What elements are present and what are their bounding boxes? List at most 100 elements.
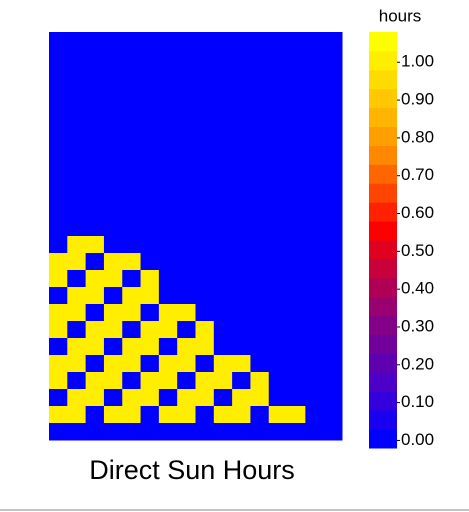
heat-cell <box>67 49 87 67</box>
heat-cell <box>140 83 160 101</box>
colorbar-tick-label: 0.60 <box>401 203 434 222</box>
heat-cell <box>250 83 270 101</box>
heat-cell <box>67 134 87 152</box>
heat-cell <box>122 219 142 237</box>
heat-cell <box>103 49 123 67</box>
heat-cell <box>103 134 123 152</box>
heat-cell <box>250 355 270 373</box>
colorbar-band <box>369 88 397 109</box>
heat-cell <box>103 66 123 84</box>
heat-cell <box>67 287 87 305</box>
heat-cell <box>287 168 306 186</box>
heat-cell <box>268 304 288 322</box>
colorbar-band <box>369 50 397 71</box>
heat-cell <box>122 83 142 101</box>
colorbar-band <box>369 258 397 279</box>
heat-cell <box>158 185 178 203</box>
heat-cell <box>177 202 196 220</box>
heat-cell <box>67 100 87 118</box>
heat-cell <box>49 168 68 186</box>
heat-cell <box>287 219 306 237</box>
heat-cell <box>305 202 325 220</box>
heat-cell <box>287 134 306 152</box>
heat-cell <box>103 168 123 186</box>
colorbar-band <box>369 429 397 449</box>
heat-cell <box>268 32 288 50</box>
heat-cell <box>305 100 325 118</box>
heat-cell <box>323 372 343 390</box>
heat-cell <box>49 423 68 441</box>
heat-cell <box>323 406 343 424</box>
heat-cell <box>305 151 325 169</box>
heat-cell <box>213 32 233 50</box>
heat-cell <box>323 151 343 169</box>
heat-cell <box>49 304 68 322</box>
heat-cell <box>49 321 68 339</box>
heat-cell <box>323 202 343 220</box>
heat-cell <box>140 236 160 254</box>
heat-cell <box>232 117 251 135</box>
heat-cell <box>268 100 288 118</box>
colorbar-tick-label: 0.80 <box>401 127 434 146</box>
heat-cell <box>122 287 142 305</box>
heat-cell <box>323 338 343 356</box>
heat-cell <box>140 168 160 186</box>
colorbar-band <box>369 221 397 241</box>
heat-cell <box>158 83 178 101</box>
heat-cell <box>85 253 105 271</box>
heat-cell <box>232 389 251 407</box>
colorbar-band <box>369 372 397 392</box>
colorbar-tick-label: 1.00 <box>401 52 434 71</box>
heat-cell <box>122 117 142 135</box>
heat-cell <box>250 134 270 152</box>
heat-cell <box>323 117 343 135</box>
heat-cell <box>213 83 233 101</box>
heat-cell <box>213 117 233 135</box>
heat-cell <box>103 423 123 441</box>
colorbar-band <box>369 164 397 184</box>
colorbar-tick-label: 0.10 <box>401 392 434 411</box>
heat-cell <box>67 151 87 169</box>
heat-cell <box>287 287 306 305</box>
heat-cell <box>213 372 233 390</box>
colorbar-tick-label: 0.40 <box>401 279 434 298</box>
heat-cell <box>232 270 251 288</box>
heat-cell <box>49 287 68 305</box>
heat-cell <box>250 66 270 84</box>
heat-cell <box>122 185 142 203</box>
heat-cell <box>305 117 325 135</box>
heat-cell <box>85 236 105 254</box>
heat-cell <box>103 32 123 50</box>
heat-cell <box>103 406 123 424</box>
heat-cell <box>140 372 160 390</box>
heat-cell <box>323 423 343 441</box>
heat-cell <box>67 168 87 186</box>
heat-cell <box>195 134 215 152</box>
colorbar-band <box>369 334 397 354</box>
heat-cell <box>140 321 160 339</box>
heat-cell <box>140 253 160 271</box>
heat-cell <box>140 219 160 237</box>
heat-cell <box>287 338 306 356</box>
heat-cell <box>140 287 160 305</box>
heat-cell <box>268 270 288 288</box>
heat-cell <box>177 49 196 67</box>
heat-cell <box>103 100 123 118</box>
heat-cell <box>195 423 215 441</box>
heat-cell <box>213 321 233 339</box>
heat-cell <box>287 66 306 84</box>
heat-cell <box>250 32 270 50</box>
heat-cell <box>250 202 270 220</box>
heat-cell <box>103 287 123 305</box>
heat-cell <box>85 202 105 220</box>
heat-cell <box>140 406 160 424</box>
colorbar-band <box>369 202 397 222</box>
heat-cell <box>250 406 270 424</box>
heat-cell <box>305 270 325 288</box>
heat-cell <box>250 389 270 407</box>
heat-cell <box>250 338 270 356</box>
heat-cell <box>140 185 160 203</box>
colorbar-tick-label: 0.20 <box>401 354 434 373</box>
heat-cell <box>195 236 215 254</box>
heat-cell <box>177 321 196 339</box>
